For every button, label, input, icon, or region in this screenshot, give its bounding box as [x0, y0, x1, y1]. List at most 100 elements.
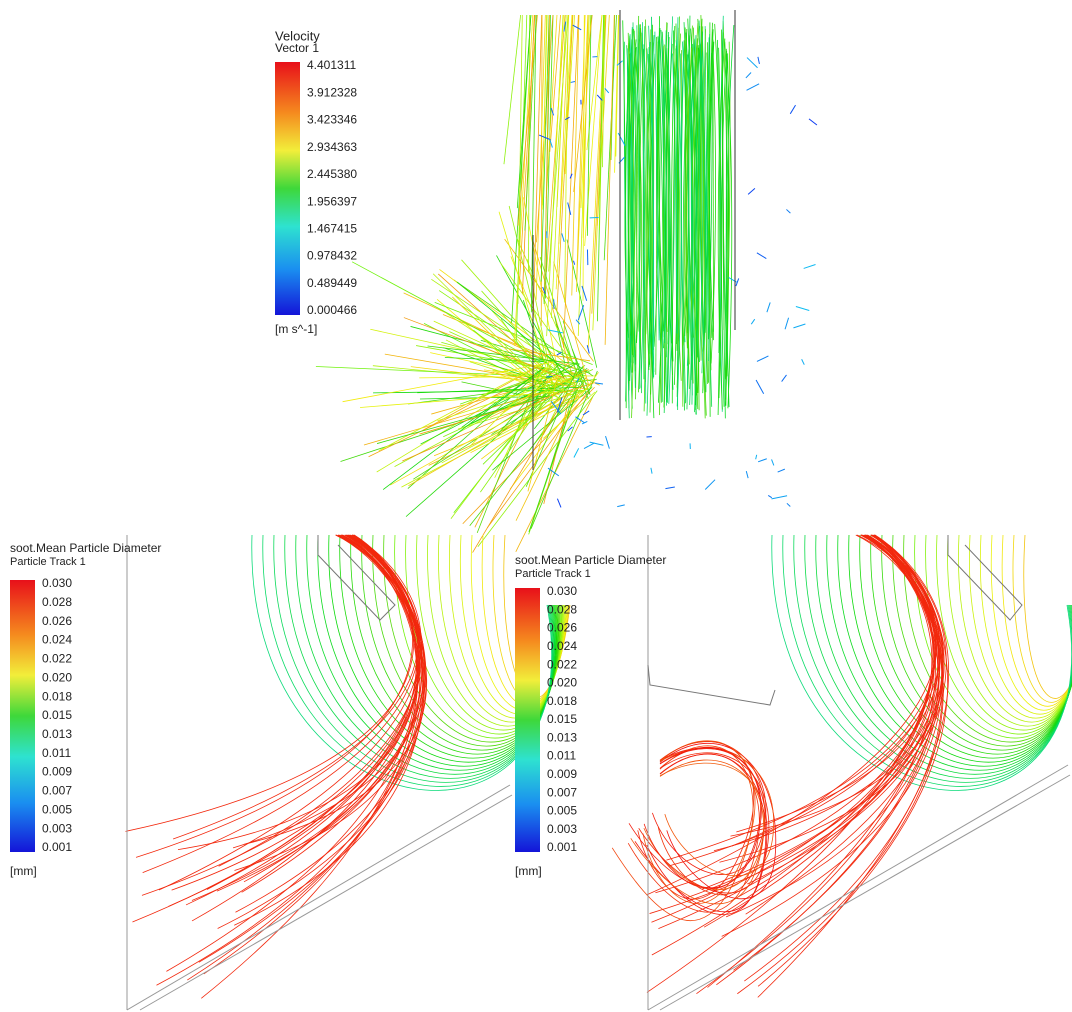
streamline [713, 40, 714, 340]
streamline [785, 318, 788, 330]
streamline [790, 105, 795, 114]
colorbar [10, 580, 35, 852]
streamline [704, 535, 938, 927]
streamline [606, 436, 610, 448]
streamline [562, 233, 564, 241]
colorbar-label: 0.020 [42, 670, 72, 684]
streamline [767, 302, 770, 312]
colorbar-label: 1.467415 [307, 222, 357, 236]
streamline [746, 471, 748, 478]
streamline [341, 396, 542, 461]
streamline [758, 459, 767, 462]
colorbar-label: 0.005 [42, 802, 72, 816]
legend-title: soot.Mean Particle Diameter [515, 553, 666, 567]
colorbar-label: 0.020 [547, 676, 577, 690]
colorbar-label: 0.022 [547, 657, 577, 671]
streamline [408, 369, 543, 488]
streamline [771, 496, 787, 499]
streamline [768, 495, 772, 497]
streamline [531, 371, 597, 529]
streamline [1002, 535, 1072, 706]
streamline [809, 119, 817, 125]
colorbar-label: 0.003 [547, 822, 577, 836]
streamline [604, 15, 616, 260]
streamline [778, 469, 785, 472]
legend-title: soot.Mean Particle Diameter [10, 541, 161, 555]
streamline [758, 57, 760, 64]
legend-units: [mm] [10, 864, 37, 878]
streamline [631, 760, 764, 904]
streamline [514, 15, 532, 346]
streamline [751, 319, 754, 324]
streamline [757, 253, 766, 259]
colorbar-label: 0.001 [42, 840, 72, 854]
legend-units: [m s^-1] [275, 322, 317, 336]
colorbar-label: 4.401311 [307, 58, 356, 72]
streamline [756, 380, 764, 394]
streamline [136, 535, 413, 857]
streamline [192, 535, 424, 901]
streamline [655, 535, 933, 893]
streamline [1013, 535, 1072, 702]
colorbar-label: 0.007 [42, 784, 72, 798]
colorbar-label: 0.013 [547, 730, 577, 744]
colorbar-label: 0.030 [42, 576, 72, 590]
streamline [173, 535, 418, 839]
streamline [574, 261, 575, 265]
streamline [838, 535, 1072, 766]
streamline [143, 535, 419, 873]
streamline [747, 84, 760, 91]
colorbar-label: 2.934363 [307, 140, 357, 154]
streamline [747, 58, 758, 68]
legend-subtitle: Vector 1 [275, 41, 319, 55]
streamline [969, 535, 1072, 718]
legends: VelocityVector 14.4013113.9123283.423346… [10, 28, 666, 878]
colorbar-label: 0.005 [547, 804, 577, 818]
colorbar-label: 0.489449 [307, 276, 357, 290]
streamline [904, 535, 1072, 742]
streamline [546, 376, 552, 377]
streamline [714, 535, 940, 851]
colorbar-label: 0.022 [42, 652, 72, 666]
streamline [772, 459, 774, 465]
streamline [658, 535, 931, 929]
colorbar-label: 1.956397 [307, 194, 357, 208]
streamline [746, 72, 751, 77]
colorbar-label: 0.011 [547, 749, 576, 763]
streamline [539, 135, 550, 140]
colorbar-label: 0.000466 [307, 303, 357, 317]
streamline [757, 356, 769, 362]
colorbar-label: 2.445380 [307, 167, 357, 181]
streamline [617, 505, 625, 507]
streamline [159, 535, 421, 890]
streamline [782, 375, 787, 382]
streamline [733, 535, 941, 970]
figure: VelocityVector 14.4013113.9123283.423346… [0, 0, 1072, 1012]
colorbar-label: 0.009 [547, 767, 577, 781]
streamline [504, 15, 521, 164]
colorbar [515, 588, 540, 852]
colorbar-label: 0.003 [42, 821, 72, 835]
colorbar-label: 0.978432 [307, 249, 357, 263]
geometry [127, 10, 1070, 1010]
streamline [571, 82, 575, 83]
streamline [576, 320, 580, 324]
streamline [584, 443, 595, 449]
flow-visualization [125, 15, 1072, 998]
colorbar-label: 3.423346 [307, 113, 357, 127]
colorbar [275, 62, 300, 315]
streamline [796, 306, 809, 310]
colorbar-label: 0.024 [42, 633, 72, 647]
streamline [316, 367, 545, 377]
colorbar-label: 0.018 [42, 689, 72, 703]
colorbar-label: 0.011 [42, 746, 71, 760]
colorbar-label: 0.013 [42, 727, 72, 741]
streamline [665, 487, 674, 489]
colorbar-label: 0.024 [547, 639, 577, 653]
streamline [605, 88, 609, 93]
streamline [685, 535, 935, 899]
colorbar-label: 0.009 [42, 765, 72, 779]
legend-units: [mm] [515, 864, 542, 878]
streamline [449, 332, 544, 375]
streamline [804, 265, 816, 269]
